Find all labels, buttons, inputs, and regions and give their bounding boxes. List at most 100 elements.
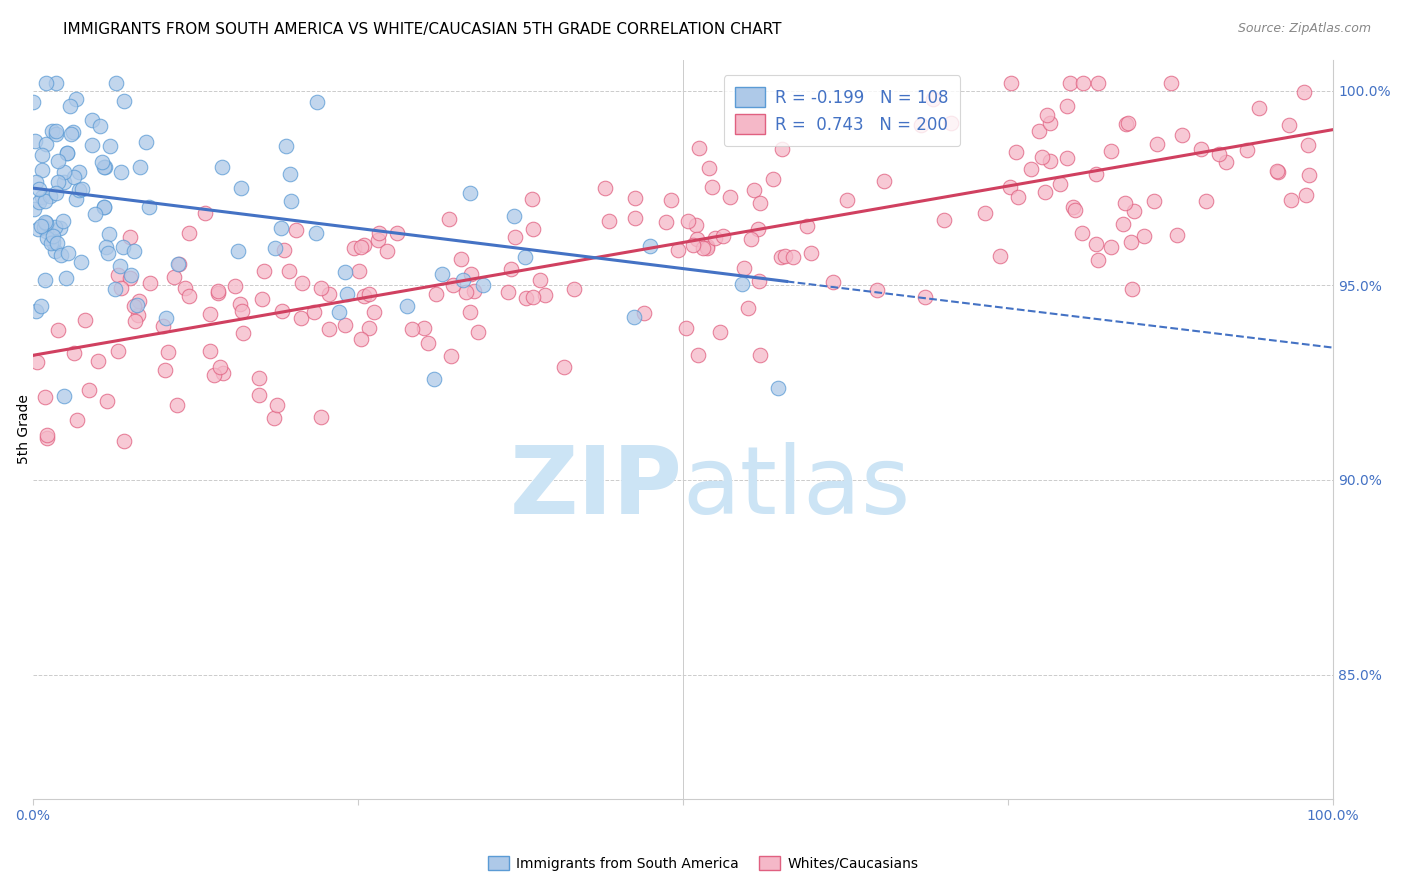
Point bbox=[211, 160, 233, 174]
Point bbox=[87, 354, 110, 368]
Point bbox=[28, 195, 51, 210]
Point bbox=[291, 276, 314, 290]
Point bbox=[94, 160, 117, 174]
Point bbox=[1036, 108, 1059, 122]
Point bbox=[42, 229, 65, 244]
Point bbox=[229, 297, 252, 311]
Point bbox=[401, 322, 423, 336]
Point bbox=[350, 332, 373, 346]
Point bbox=[513, 250, 536, 264]
Point bbox=[39, 188, 62, 202]
Point bbox=[453, 273, 475, 287]
Point bbox=[1062, 200, 1084, 214]
Point bbox=[1063, 202, 1085, 217]
Point bbox=[53, 174, 76, 188]
Point bbox=[440, 349, 463, 363]
Point bbox=[231, 180, 253, 194]
Point bbox=[692, 242, 714, 256]
Point bbox=[1170, 128, 1192, 142]
Point bbox=[122, 299, 145, 313]
Point bbox=[52, 389, 75, 403]
Point bbox=[93, 200, 115, 214]
Point bbox=[768, 381, 790, 395]
Point bbox=[1208, 147, 1230, 161]
Point bbox=[110, 165, 132, 179]
Point bbox=[359, 321, 381, 335]
Point bbox=[1039, 153, 1062, 168]
Point bbox=[66, 413, 89, 427]
Point bbox=[1292, 86, 1315, 100]
Point bbox=[108, 259, 131, 273]
Point bbox=[1298, 169, 1320, 183]
Point bbox=[333, 318, 356, 333]
Point bbox=[534, 287, 557, 301]
Point bbox=[202, 368, 225, 383]
Text: Source: ZipAtlas.com: Source: ZipAtlas.com bbox=[1237, 22, 1371, 36]
Point bbox=[1056, 151, 1078, 165]
Point bbox=[418, 336, 440, 351]
Point bbox=[463, 284, 485, 298]
Point bbox=[124, 314, 146, 328]
Point bbox=[34, 273, 56, 287]
Point bbox=[761, 171, 783, 186]
Point bbox=[278, 264, 301, 278]
Point bbox=[1215, 155, 1237, 169]
Point bbox=[387, 226, 409, 240]
Point bbox=[44, 244, 66, 258]
Point bbox=[34, 216, 56, 230]
Point bbox=[112, 434, 135, 448]
Point bbox=[198, 307, 221, 321]
Point bbox=[367, 233, 389, 247]
Point bbox=[1035, 185, 1057, 199]
Point bbox=[22, 95, 45, 109]
Point bbox=[247, 371, 270, 385]
Point bbox=[1085, 167, 1108, 181]
Point bbox=[748, 196, 770, 211]
Point bbox=[93, 160, 115, 174]
Point bbox=[1087, 76, 1109, 90]
Point bbox=[27, 222, 49, 236]
Point bbox=[471, 277, 494, 292]
Point bbox=[432, 267, 454, 281]
Point bbox=[1114, 196, 1136, 211]
Point bbox=[309, 410, 332, 425]
Point bbox=[375, 244, 398, 258]
Point bbox=[1295, 188, 1317, 202]
Point bbox=[353, 289, 375, 303]
Point bbox=[224, 278, 246, 293]
Point bbox=[34, 137, 56, 152]
Point bbox=[112, 94, 135, 108]
Point bbox=[226, 244, 249, 259]
Point bbox=[305, 95, 328, 109]
Point bbox=[318, 322, 340, 336]
Point bbox=[1236, 143, 1258, 157]
Point bbox=[49, 220, 72, 235]
Point bbox=[80, 113, 103, 128]
Point bbox=[107, 344, 129, 359]
Point bbox=[153, 363, 176, 377]
Point bbox=[335, 286, 357, 301]
Point bbox=[1121, 282, 1143, 296]
Point bbox=[35, 427, 58, 442]
Point bbox=[138, 200, 160, 214]
Point bbox=[1099, 145, 1122, 159]
Point bbox=[32, 219, 55, 234]
Point bbox=[685, 218, 707, 232]
Point bbox=[1247, 101, 1270, 115]
Point bbox=[105, 76, 128, 90]
Point bbox=[1019, 162, 1042, 177]
Point bbox=[37, 431, 59, 445]
Point bbox=[688, 141, 710, 155]
Point bbox=[48, 323, 70, 337]
Point bbox=[910, 118, 932, 132]
Point bbox=[1189, 142, 1212, 156]
Point bbox=[769, 251, 792, 265]
Point bbox=[460, 267, 482, 281]
Point bbox=[748, 274, 770, 288]
Point bbox=[83, 207, 105, 221]
Point bbox=[328, 305, 350, 319]
Point bbox=[63, 346, 86, 360]
Point bbox=[31, 190, 53, 204]
Point bbox=[45, 127, 67, 141]
Point bbox=[441, 278, 464, 293]
